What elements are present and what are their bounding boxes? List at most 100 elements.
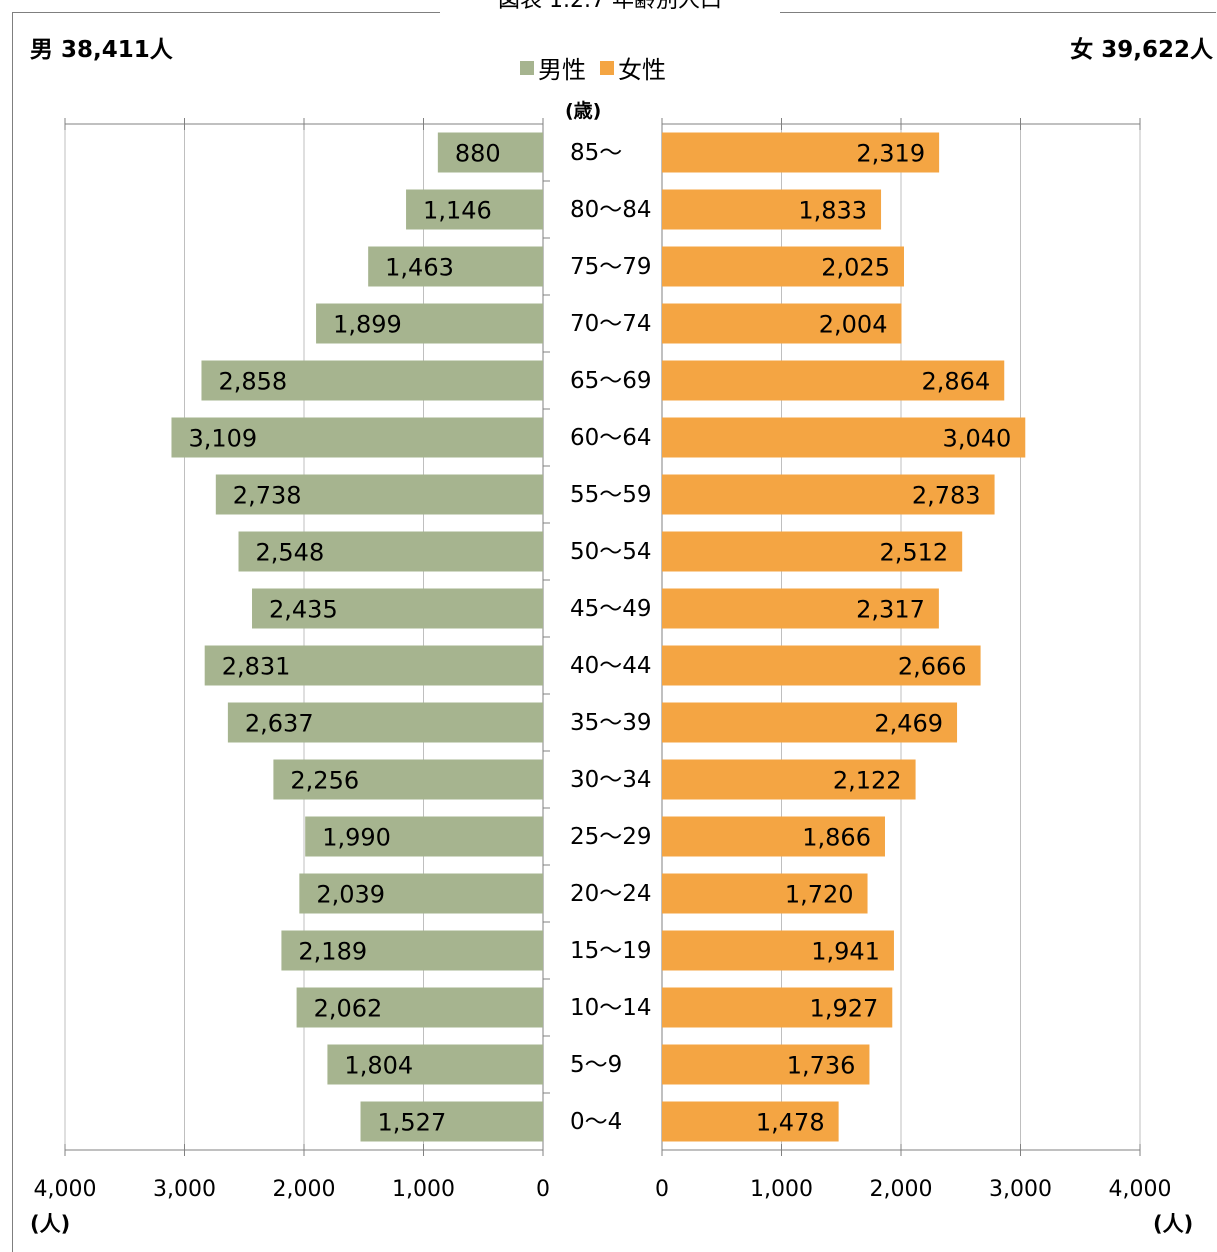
bar-female-17 <box>662 1101 839 1142</box>
category-label-5: 60～64 <box>570 425 652 451</box>
bar-male-10 <box>227 702 544 743</box>
data-label-male-0: 880 <box>455 140 501 168</box>
data-label-male-11: 2,256 <box>290 767 359 795</box>
bar-male-15 <box>296 987 543 1028</box>
bar-male-1 <box>406 189 543 230</box>
bar-female-7 <box>662 531 963 572</box>
category-label-3: 70～74 <box>570 311 652 337</box>
data-label-female-7: 2,512 <box>879 539 948 567</box>
category-label-8: 45～49 <box>570 596 652 622</box>
category-label-16: 5～9 <box>570 1052 622 1078</box>
tick-label-male-4: 4,000 <box>34 1177 97 1202</box>
data-label-male-8: 2,435 <box>269 596 338 624</box>
legend: 男性 女性 <box>520 50 680 85</box>
data-label-female-2: 2,025 <box>821 254 890 282</box>
category-label-17: 0～4 <box>570 1109 622 1135</box>
bar-female-9 <box>662 645 981 686</box>
data-label-male-3: 1,899 <box>333 311 402 339</box>
legend-item-male: 男性 <box>520 50 586 85</box>
data-label-male-6: 2,738 <box>233 482 302 510</box>
tick-label-female-1: 1,000 <box>750 1177 813 1202</box>
category-label-11: 30～34 <box>570 767 652 793</box>
data-label-male-15: 2,062 <box>314 995 383 1023</box>
data-label-female-15: 1,927 <box>810 995 879 1023</box>
data-label-female-3: 2,004 <box>819 311 888 339</box>
category-label-1: 80～84 <box>570 197 652 223</box>
bar-male-7 <box>238 531 543 572</box>
bar-male-2 <box>368 246 543 287</box>
male-total-label: 男 38,411人 <box>30 37 173 63</box>
tick-label-female-3: 3,000 <box>989 1177 1052 1202</box>
category-label-2: 75～79 <box>570 254 652 280</box>
x-unit-label-left: (人) <box>30 1212 71 1236</box>
female-total-label: 女 39,622人 <box>1070 37 1213 63</box>
bar-female-1 <box>662 189 882 230</box>
data-label-male-4: 2,858 <box>218 368 287 396</box>
data-label-female-17: 1,478 <box>756 1109 825 1137</box>
category-label-12: 25～29 <box>570 824 652 850</box>
tick-label-male-3: 3,000 <box>153 1177 216 1202</box>
data-label-male-14: 2,189 <box>298 938 367 966</box>
bar-male-12 <box>305 816 543 857</box>
category-label-15: 10～14 <box>570 995 652 1021</box>
bar-female-5 <box>662 417 1026 458</box>
bar-male-14 <box>281 930 543 971</box>
legend-label-female: 女性 <box>618 56 666 84</box>
bar-female-11 <box>662 759 916 800</box>
data-label-male-17: 1,527 <box>378 1109 447 1137</box>
data-label-female-11: 2,122 <box>833 767 902 795</box>
data-label-female-4: 2,864 <box>922 368 991 396</box>
data-label-male-5: 3,109 <box>188 425 257 453</box>
data-label-male-13: 2,039 <box>316 881 385 909</box>
data-label-female-12: 1,866 <box>802 824 871 852</box>
bar-male-11 <box>273 759 543 800</box>
legend-swatch-female <box>600 60 614 75</box>
bar-male-4 <box>201 360 543 401</box>
data-label-female-9: 2,666 <box>898 653 967 681</box>
data-label-female-1: 1,833 <box>798 197 867 225</box>
data-label-female-0: 2,319 <box>856 140 925 168</box>
category-label-0: 85～ <box>570 140 622 166</box>
legend-label-male: 男性 <box>538 56 586 84</box>
bar-female-10 <box>662 702 958 743</box>
tick-label-female-4: 4,000 <box>1109 1177 1172 1202</box>
data-label-male-16: 1,804 <box>344 1052 413 1080</box>
bar-male-17 <box>360 1101 543 1142</box>
bar-male-6 <box>215 474 543 515</box>
bar-male-8 <box>252 588 543 629</box>
bar-female-12 <box>662 816 885 857</box>
bar-female-13 <box>662 873 868 914</box>
data-label-female-10: 2,469 <box>874 710 943 738</box>
data-label-female-13: 1,720 <box>785 881 854 909</box>
bar-female-16 <box>662 1044 870 1085</box>
bar-male-5 <box>171 417 544 458</box>
bar-female-4 <box>662 360 1005 401</box>
category-label-7: 50～54 <box>570 539 652 565</box>
bar-male-3 <box>316 303 543 344</box>
bar-male-9 <box>204 645 543 686</box>
legend-swatch-male <box>520 60 534 75</box>
age-unit-label: (歳) <box>565 100 602 122</box>
data-label-male-9: 2,831 <box>222 653 291 681</box>
data-label-male-7: 2,548 <box>256 539 325 567</box>
tick-label-male-0: 0 <box>536 1177 550 1202</box>
bar-female-0 <box>662 132 940 173</box>
tick-label-male-1: 1,000 <box>392 1177 455 1202</box>
category-label-9: 40～44 <box>570 653 652 679</box>
tick-label-male-2: 2,000 <box>273 1177 336 1202</box>
data-label-male-1: 1,146 <box>423 197 492 225</box>
category-label-4: 65～69 <box>570 368 652 394</box>
category-label-13: 20～24 <box>570 881 652 907</box>
data-label-female-14: 1,941 <box>811 938 880 966</box>
bar-male-13 <box>299 873 543 914</box>
bar-female-2 <box>662 246 904 287</box>
data-label-male-2: 1,463 <box>385 254 454 282</box>
bar-male-0 <box>437 132 543 173</box>
x-unit-label-right: (人) <box>1153 1212 1194 1236</box>
tick-label-female-2: 2,000 <box>870 1177 933 1202</box>
bar-female-15 <box>662 987 893 1028</box>
bar-male-16 <box>327 1044 543 1085</box>
tick-label-female-0: 0 <box>655 1177 669 1202</box>
category-label-10: 35～39 <box>570 710 652 736</box>
